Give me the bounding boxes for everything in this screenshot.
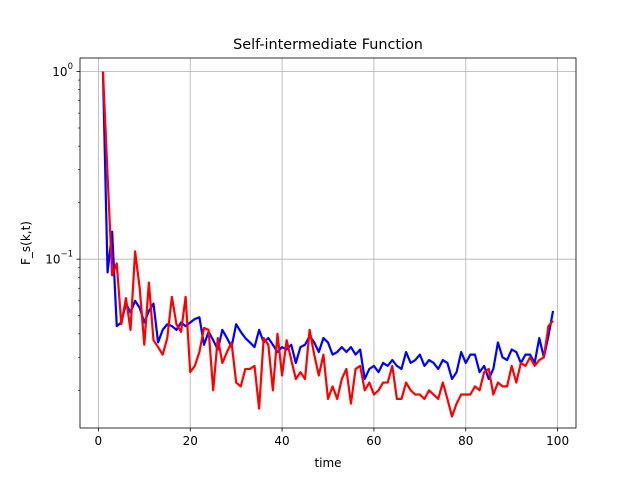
y-tick-label: 10−1 [45, 250, 73, 267]
series-layer [101, 71, 555, 418]
grid-lines [80, 58, 576, 428]
x-tick-label: 40 [274, 434, 289, 448]
x-tick-label: 20 [183, 434, 198, 448]
x-tick-label: 100 [546, 434, 569, 448]
x-tick-label: 60 [366, 434, 381, 448]
x-axis-label: time [314, 456, 341, 470]
y-axis-ticks: 10−1 100 [45, 62, 80, 391]
x-tick-label: 80 [458, 434, 473, 448]
y-axis-label: F_s(k,t) [19, 221, 33, 265]
series-line-2 [101, 71, 554, 418]
x-axis-ticks: 0 20 40 60 80 100 [95, 428, 569, 448]
axes-frame [79, 57, 577, 429]
y-tick-label: 100 [52, 62, 73, 79]
chart-title: Self-intermediate Function [233, 37, 423, 53]
x-tick-label: 0 [95, 434, 103, 448]
